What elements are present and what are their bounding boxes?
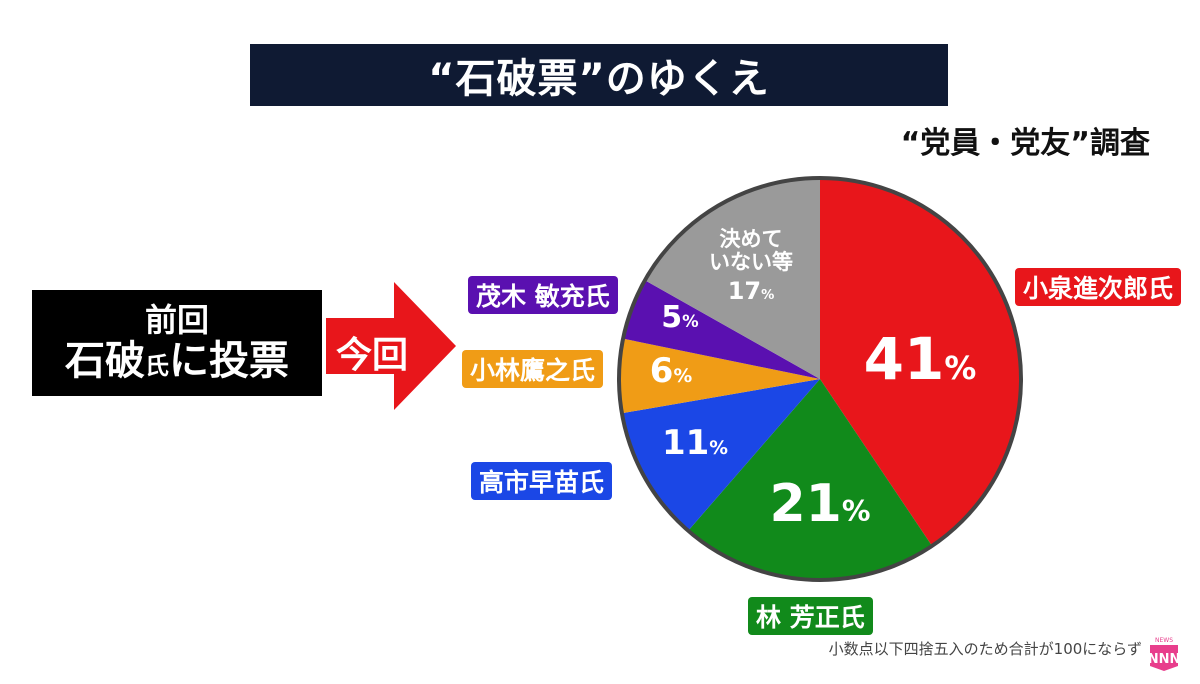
previous-vote-box: 前回 石破氏に投票 xyxy=(32,290,322,396)
legend-koizumi: 小泉進次郎氏 xyxy=(1015,268,1182,306)
legend-motegi: 茂木 敏充氏 xyxy=(468,276,618,314)
pct-label-koizumi: 41% xyxy=(863,325,977,393)
title-bar: “石破票”のゆくえ xyxy=(250,44,948,106)
pie-slice-4 xyxy=(623,280,820,379)
arrow-icon xyxy=(326,282,456,410)
nnn-logo-icon: NEWS NNN xyxy=(1148,637,1180,671)
footnote: 小数点以下四捨五入のため合計が100にならず xyxy=(828,640,1142,658)
voted-ishiba-label: 石破氏に投票 xyxy=(65,338,289,385)
svg-text:NNN: NNN xyxy=(1148,652,1180,667)
pie-outline xyxy=(617,176,1023,582)
pie-slice-2 xyxy=(621,379,820,531)
subtitle: “党員・党友”調査 xyxy=(900,126,1150,161)
pct-label-kobayashi: 6% xyxy=(649,351,693,391)
pie-slice-0 xyxy=(820,178,1021,546)
this-time-label: 今回 xyxy=(336,335,409,376)
pct-label-takaichi: 11% xyxy=(661,423,729,463)
page-title: “石破票”のゆくえ xyxy=(428,56,770,102)
legend-kobayashi: 小林鷹之氏 xyxy=(462,350,604,388)
previous-label: 前回 xyxy=(144,300,209,339)
svg-text:NEWS: NEWS xyxy=(1155,637,1173,644)
legend-takaichi: 高市早苗氏 xyxy=(471,462,613,500)
pct-label-undecided: 決めて いない等 17% xyxy=(709,227,793,306)
legend-hayashi: 林 芳正氏 xyxy=(748,597,873,635)
pie-slice-1 xyxy=(688,379,932,580)
pct-label-hayashi: 21% xyxy=(769,474,871,534)
pie-slice-3 xyxy=(619,338,820,414)
pct-label-motegi: 5% xyxy=(661,300,699,335)
pie-chart xyxy=(617,176,1023,582)
